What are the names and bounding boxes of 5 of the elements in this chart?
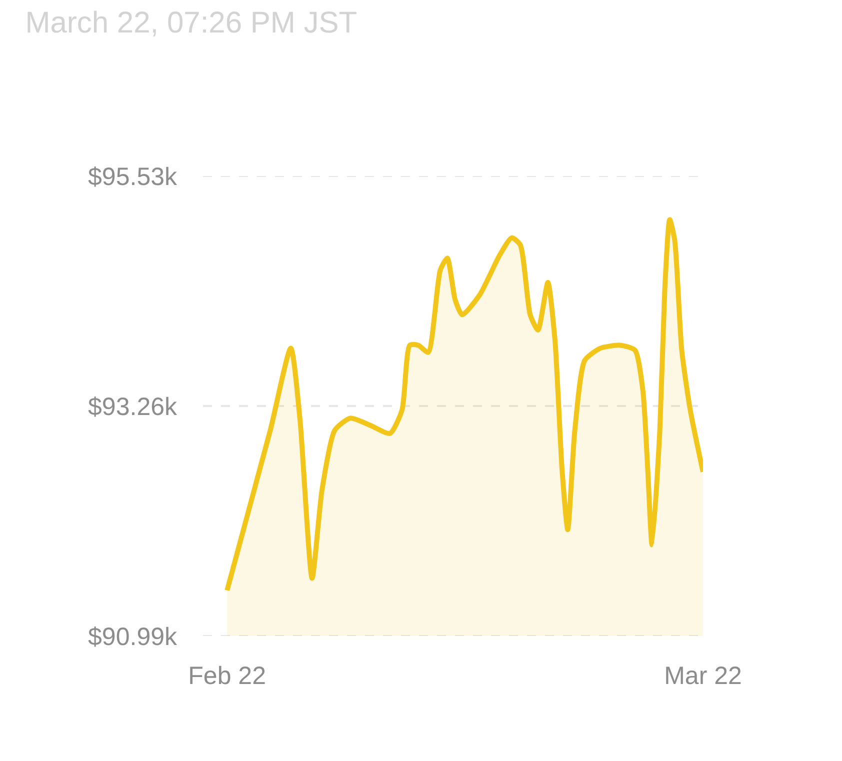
y-tick-label: $90.99k [88,622,178,651]
y-tick-label: $95.53k [88,162,178,191]
y-tick-label: $93.26k [88,392,178,421]
x-tick-label: Mar 22 [664,662,742,690]
x-tick-label: Feb 22 [188,662,266,690]
